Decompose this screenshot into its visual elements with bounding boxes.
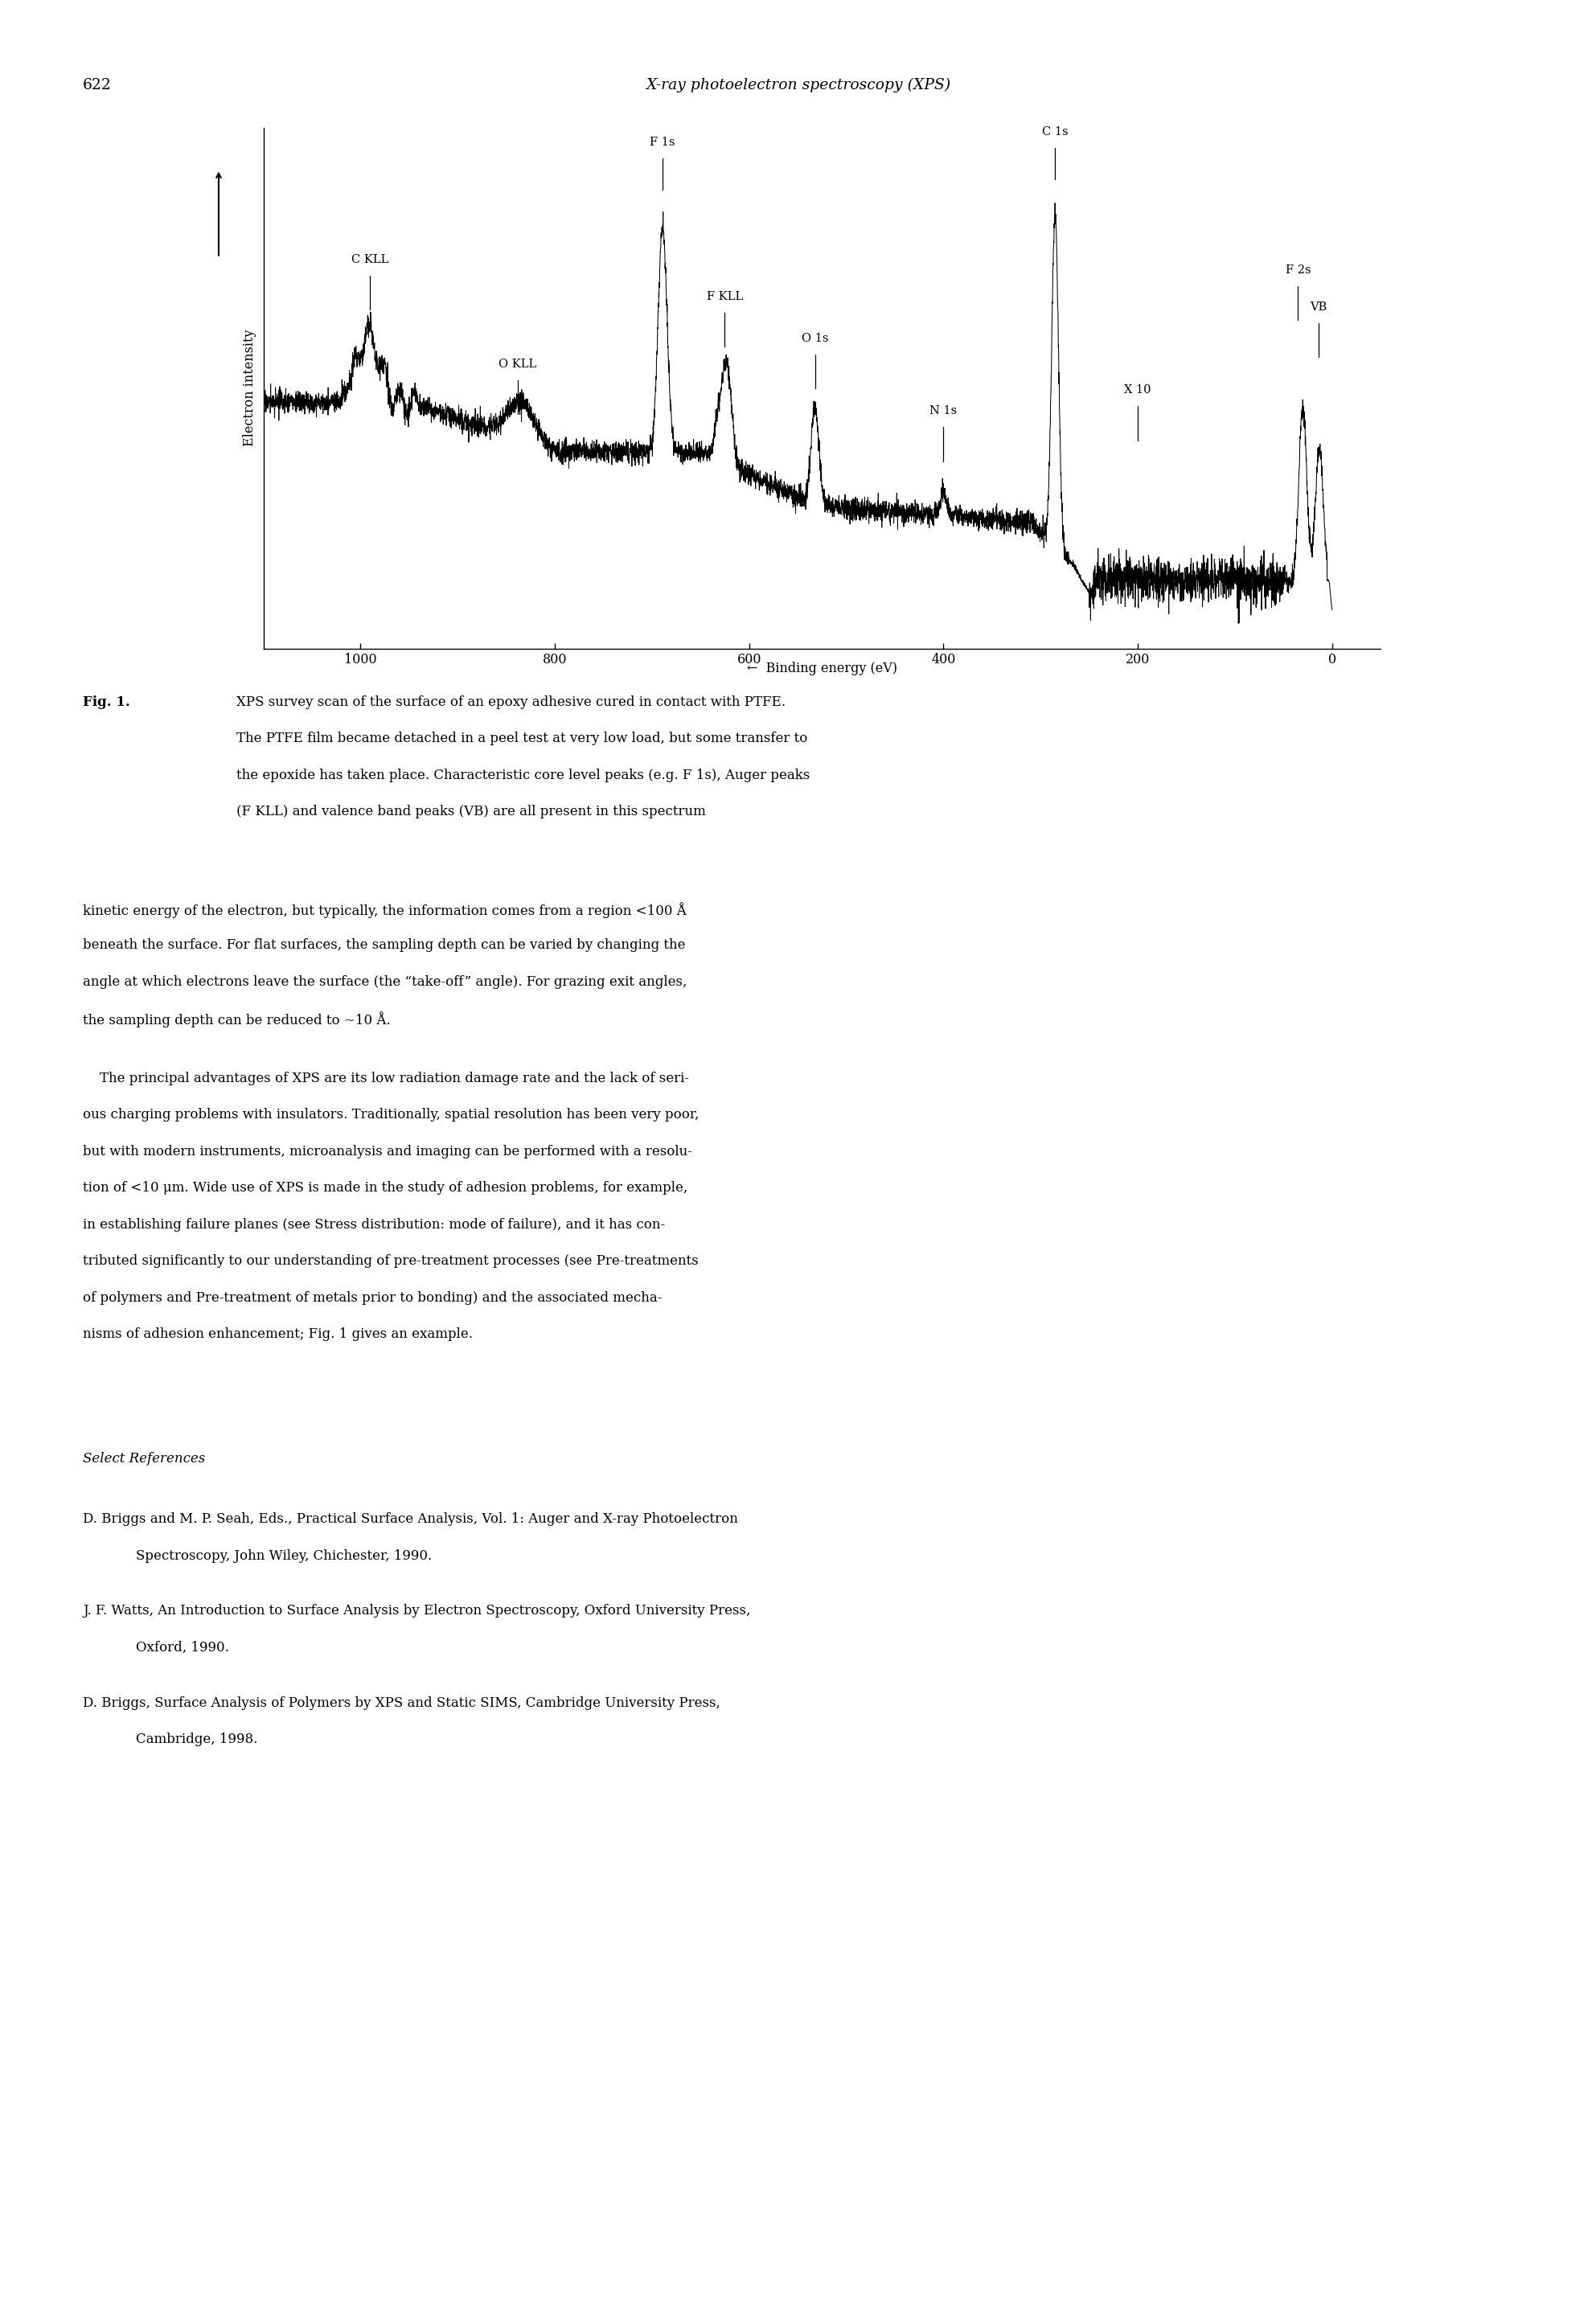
Text: O KLL: O KLL [500,359,536,371]
Text: F 1s: F 1s [650,137,675,148]
Text: tributed significantly to our understanding of pre-treatment processes (see Pre-: tributed significantly to our understand… [83,1253,699,1267]
Text: D. Briggs and M. P. Seah, Eds., Practical Surface Analysis, Vol. 1: Auger and X-: D. Briggs and M. P. Seah, Eds., Practica… [83,1513,739,1527]
Text: O 1s: O 1s [801,334,828,343]
Text: Fig. 1.: Fig. 1. [83,695,131,709]
Text: Cambridge, 1998.: Cambridge, 1998. [136,1733,257,1747]
Text: the sampling depth can be reduced to ~10 Å.: the sampling depth can be reduced to ~10… [83,1013,391,1029]
Text: VB: VB [1310,301,1326,313]
Text: J. F. Watts, An Introduction to Surface Analysis by Electron Spectroscopy, Oxfor: J. F. Watts, An Introduction to Surface … [83,1603,750,1617]
Text: (F KLL) and valence band peaks (VB) are all present in this spectrum: (F KLL) and valence band peaks (VB) are … [236,804,705,818]
Text: C 1s: C 1s [1042,127,1068,139]
Text: in establishing failure planes (see Stress distribution: mode of failure), and i: in establishing failure planes (see Stre… [83,1219,666,1230]
Text: ←  Binding energy (eV): ← Binding energy (eV) [747,663,897,674]
Text: X-ray photoelectron spectroscopy (XPS): X-ray photoelectron spectroscopy (XPS) [645,79,951,93]
Text: Oxford, 1990.: Oxford, 1990. [136,1640,228,1654]
Text: 622: 622 [83,79,112,93]
Text: angle at which electrons leave the surface (the “take-off” angle). For grazing e: angle at which electrons leave the surfa… [83,975,688,989]
Text: C KLL: C KLL [351,255,389,266]
Text: XPS survey scan of the surface of an epoxy adhesive cured in contact with PTFE.: XPS survey scan of the surface of an epo… [236,695,785,709]
Text: Select References: Select References [83,1453,206,1467]
Text: kinetic energy of the electron, but typically, the information comes from a regi: kinetic energy of the electron, but typi… [83,901,686,918]
Text: N 1s: N 1s [929,405,958,417]
Text: D. Briggs, Surface Analysis of Polymers by XPS and Static SIMS, Cambridge Univer: D. Briggs, Surface Analysis of Polymers … [83,1696,720,1710]
Text: Spectroscopy, John Wiley, Chichester, 1990.: Spectroscopy, John Wiley, Chichester, 19… [136,1550,433,1562]
Y-axis label: Electron intensity: Electron intensity [243,329,257,447]
Text: the epoxide has taken place. Characteristic core level peaks (e.g. F 1s), Auger : the epoxide has taken place. Characteris… [236,769,809,781]
Text: The principal advantages of XPS are its low radiation damage rate and the lack o: The principal advantages of XPS are its … [83,1070,689,1084]
Text: F KLL: F KLL [707,292,744,301]
Text: F 2s: F 2s [1285,264,1310,276]
Text: of polymers and Pre-treatment of metals prior to bonding) and the associated mec: of polymers and Pre-treatment of metals … [83,1291,662,1304]
Text: The PTFE film became detached in a peel test at very low load, but some transfer: The PTFE film became detached in a peel … [236,732,808,746]
Text: tion of <10 μm. Wide use of XPS is made in the study of adhesion problems, for e: tion of <10 μm. Wide use of XPS is made … [83,1182,688,1196]
Text: nisms of adhesion enhancement; Fig. 1 gives an example.: nisms of adhesion enhancement; Fig. 1 gi… [83,1328,472,1342]
Text: but with modern instruments, microanalysis and imaging can be performed with a r: but with modern instruments, microanalys… [83,1145,693,1158]
Text: ous charging problems with insulators. Traditionally, spatial resolution has bee: ous charging problems with insulators. T… [83,1108,699,1121]
Text: X 10: X 10 [1124,385,1151,396]
Text: beneath the surface. For flat surfaces, the sampling depth can be varied by chan: beneath the surface. For flat surfaces, … [83,938,686,952]
